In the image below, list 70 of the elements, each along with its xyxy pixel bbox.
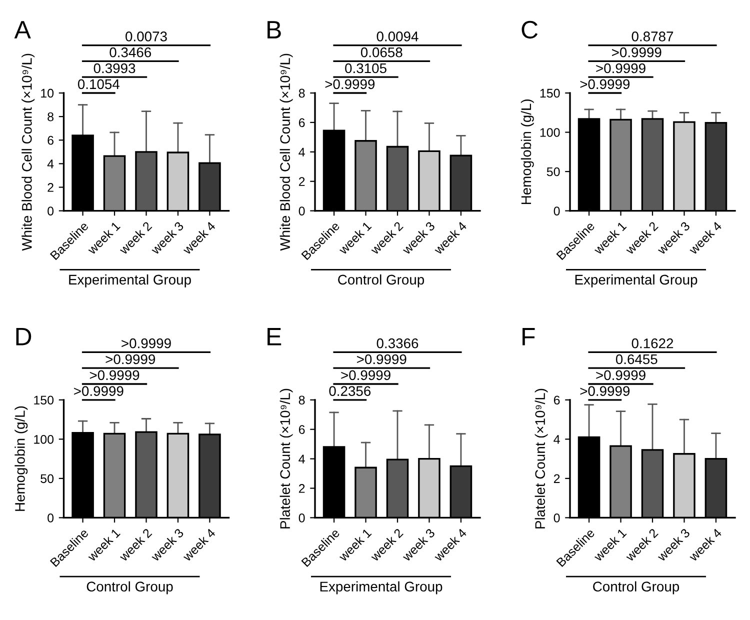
y-axis-title: Platelet Count (×10⁹/L) [280, 388, 293, 528]
text: 0.3466 [110, 47, 152, 58]
chart-title: B [268, 21, 281, 38]
y-tick-label: 6 [298, 118, 305, 128]
text: >0.9999 [596, 370, 646, 380]
y-tick-label: 8 [48, 112, 54, 122]
y-tick-label: 6 [298, 425, 305, 434]
text: 0.0658 [360, 47, 402, 58]
x-axis-title: Experimental Group [69, 274, 191, 288]
y-axis-title: Hemoglobin (g/L) [520, 99, 534, 204]
x-axis-title: Control Group [593, 581, 680, 594]
y-axis-title: Platelet Count (×10⁹/L) [534, 388, 548, 528]
text: >0.9999 [357, 354, 406, 364]
text: >0.9999 [612, 47, 662, 58]
y-tick-label: 6 [48, 136, 54, 145]
text: 0.3993 [94, 63, 136, 74]
y-axis-title: Hemoglobin (g/L) [14, 406, 28, 511]
text: >0.9999 [596, 63, 646, 74]
text: >0.9999 [580, 386, 630, 396]
text: >0.9999 [74, 386, 124, 396]
text: >0.9999 [106, 354, 156, 364]
y-axis-title: White Blood Cell Count (×10⁹/L) [280, 54, 293, 251]
y-tick-label: 10 [41, 88, 54, 98]
text: 0.2356 [329, 386, 371, 396]
x-axis-title: Experimental Group [320, 581, 442, 594]
text: >0.9999 [580, 79, 630, 90]
y-tick-label: 0 [48, 206, 54, 216]
text: >0.9999 [122, 338, 171, 348]
text: 0.6455 [616, 354, 658, 364]
y-tick-label: 4 [47, 160, 54, 168]
y-tick-label: 50 [546, 167, 560, 176]
y-tick-label: 0 [298, 514, 305, 522]
chart-title: F [522, 328, 535, 346]
chart-title: C [522, 20, 538, 39]
chart-title: A [14, 21, 31, 38]
text: 0.1054 [78, 79, 120, 90]
y-tick-label: 2 [298, 177, 305, 186]
y-tick-label: 8 [298, 396, 305, 405]
x-axis-title: Experimental Group [575, 274, 698, 288]
y-tick-label: 100 [34, 434, 54, 444]
text: >0.9999 [341, 370, 390, 380]
y-tick-label: 6 [554, 396, 560, 405]
y-tick-label: 0 [298, 206, 305, 216]
text: >0.9999 [325, 79, 375, 90]
text: >0.9999 [90, 370, 140, 380]
y-tick-label: 4 [298, 454, 305, 464]
y-tick-label: 2 [554, 474, 560, 483]
y-tick-label: 0 [554, 514, 560, 522]
y-tick-label: 4 [554, 435, 560, 444]
chart-title: E [268, 328, 282, 346]
y-tick-label: 2 [48, 183, 54, 192]
y-tick-label: 0 [48, 514, 54, 522]
y-tick-label: 4 [298, 148, 305, 156]
text: 0.1622 [632, 338, 674, 348]
y-tick-label: 100 [540, 128, 560, 137]
y-tick-label: 50 [40, 474, 54, 484]
y-tick-label: 150 [540, 88, 560, 98]
x-axis-title: Control Group [338, 274, 424, 288]
text: 0.3366 [376, 338, 418, 348]
text: 0.3105 [345, 63, 386, 74]
y-tick-label: 150 [34, 396, 54, 405]
chart-title: D [16, 328, 32, 346]
y-tick-label: 8 [298, 88, 305, 98]
y-tick-label: 0 [554, 206, 560, 216]
y-tick-label: 2 [298, 484, 305, 493]
x-axis-title: Control Group [86, 581, 173, 594]
text: 0.0094 [376, 32, 418, 42]
y-axis-title: White Blood Cell Count (×10⁹/L) [22, 54, 35, 251]
text: 0.0073 [126, 32, 167, 42]
text: 0.8787 [632, 32, 674, 42]
